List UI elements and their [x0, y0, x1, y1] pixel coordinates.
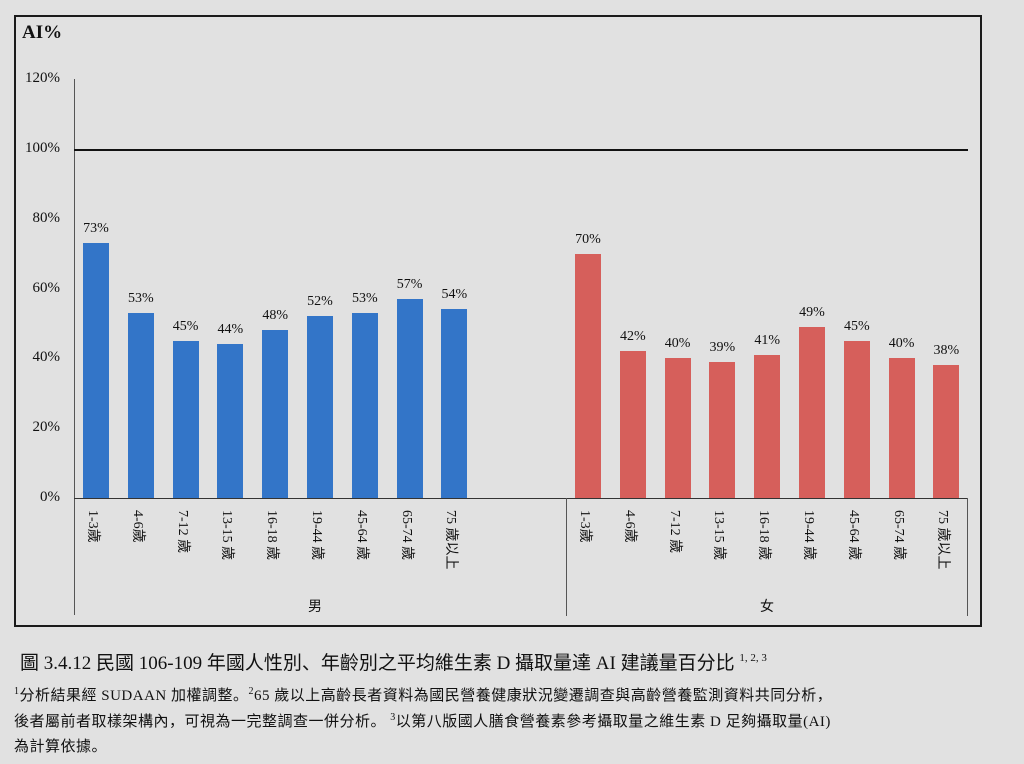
footnote-line-1: 1分析結果經 SUDAAN 加權調整。265 歲以上高齡長者資料為國民營養健康狀…: [14, 684, 832, 705]
category-label: 7-12 歲: [174, 510, 190, 554]
footnote-text: 分析結果經 SUDAAN 加權調整。: [19, 688, 249, 704]
bar: [575, 253, 601, 498]
category-label: 4-6歲: [129, 510, 145, 543]
bar-value-label: 53%: [127, 290, 154, 306]
bar-value-label: 73%: [83, 221, 109, 237]
category-label: 13-15 歲: [711, 510, 727, 561]
bar: [83, 243, 109, 498]
figure-caption: 圖 3.4.12 民國 106-109 年國人性別、年齡別之平均維生素 D 攝取…: [20, 648, 767, 675]
bar: [888, 358, 915, 498]
reference-line-100: [74, 149, 968, 151]
caption-superscript: 1, 2, 3: [739, 652, 767, 664]
bar-value-label: 49%: [799, 304, 825, 320]
bar-value-label: 45%: [172, 318, 199, 334]
bar: [172, 340, 199, 498]
chart-frame: [14, 15, 982, 627]
bar: [664, 358, 691, 498]
category-label: 13-15 歲: [219, 510, 235, 561]
category-label: 75 歲以上: [935, 510, 951, 570]
category-label: 65-74 歲: [890, 510, 906, 561]
category-label: 16-18 歲: [264, 510, 280, 561]
x-axis-line: [74, 498, 968, 499]
category-label: 4-6歲: [621, 510, 637, 543]
footnote-marker: 2: [248, 686, 255, 697]
category-label: 75 歲以上: [443, 510, 459, 570]
bar-value-label: 53%: [351, 290, 378, 306]
bar-value-label: 40%: [664, 336, 691, 352]
bar-value-label: 40%: [888, 336, 915, 352]
bar-value-label: 57%: [396, 276, 423, 292]
bar-value-label: 41%: [754, 332, 781, 348]
group-divider: [566, 498, 567, 616]
y-tick-label: 0%: [40, 489, 60, 505]
y-tick-label: 20%: [32, 419, 61, 436]
bar: [307, 316, 333, 498]
bar-value-label: 48%: [262, 308, 289, 324]
caption-title: 圖 3.4.12 民國 106-109 年國人性別、年齡別之平均維生素 D 攝取…: [20, 653, 735, 674]
group-label-female: 女: [760, 600, 774, 615]
y-tick-label: 120%: [25, 70, 60, 86]
category-label: 1-3歲: [85, 510, 100, 543]
y-tick-label: 40%: [32, 349, 61, 366]
y-tick-label: 60%: [32, 279, 61, 296]
footnote-line-2: 後者屬前者取樣架構內，可視為一完整調查一併分析。 3以第八版國人膳食營養素參考攝…: [14, 710, 831, 731]
bar: [799, 326, 825, 498]
y-tick-label: 100%: [25, 139, 60, 156]
bar: [351, 312, 378, 498]
bar: [396, 298, 423, 498]
group-label-male: 男: [308, 600, 322, 615]
bar: [843, 340, 870, 498]
footnote-line-3: 為計算依據。: [14, 739, 108, 755]
bar: [754, 354, 781, 498]
bar-value-label: 42%: [619, 329, 646, 345]
y-tick-label: 80%: [32, 209, 61, 226]
bar-value-label: 39%: [709, 339, 736, 355]
bar: [933, 365, 960, 498]
category-label: 45-64 歲: [845, 510, 861, 561]
footnote-text: 以第八版國人膳食營養素參考攝取量之維生素 D 足夠攝取量(AI): [395, 714, 831, 730]
category-label: 7-12 歲: [666, 510, 682, 554]
category-label: 65-74 歲: [398, 510, 414, 561]
bar: [441, 309, 468, 498]
group-divider: [967, 498, 968, 616]
bar: [262, 330, 289, 498]
y-axis-line: [74, 79, 75, 615]
y-axis-title: AI%: [22, 22, 63, 43]
bar-value-label: 44%: [217, 322, 244, 338]
bar-value-label: 45%: [843, 318, 870, 334]
bar: [709, 361, 736, 498]
bar-value-label: 52%: [307, 294, 333, 310]
footnote-text: 65 歲以上高齡長者資料為國民營養健康狀況變遷調查與高齡營養監測資料共同分析，: [254, 688, 833, 704]
category-label: 1-3歲: [577, 510, 592, 543]
bar: [619, 351, 646, 498]
bar-value-label: 70%: [575, 231, 601, 247]
bar: [217, 344, 244, 498]
footnote-marker: 3: [390, 712, 396, 723]
bar-value-label: 54%: [441, 287, 468, 303]
footnote-marker: 1: [14, 686, 20, 697]
category-label: 19-44 歲: [801, 510, 816, 561]
bar-value-label: 38%: [933, 343, 960, 359]
bar: [127, 312, 154, 498]
category-label: 45-64 歲: [353, 510, 369, 561]
footnote-text: 後者屬前者取樣架構內，可視為一完整調查一併分析。: [14, 714, 391, 730]
